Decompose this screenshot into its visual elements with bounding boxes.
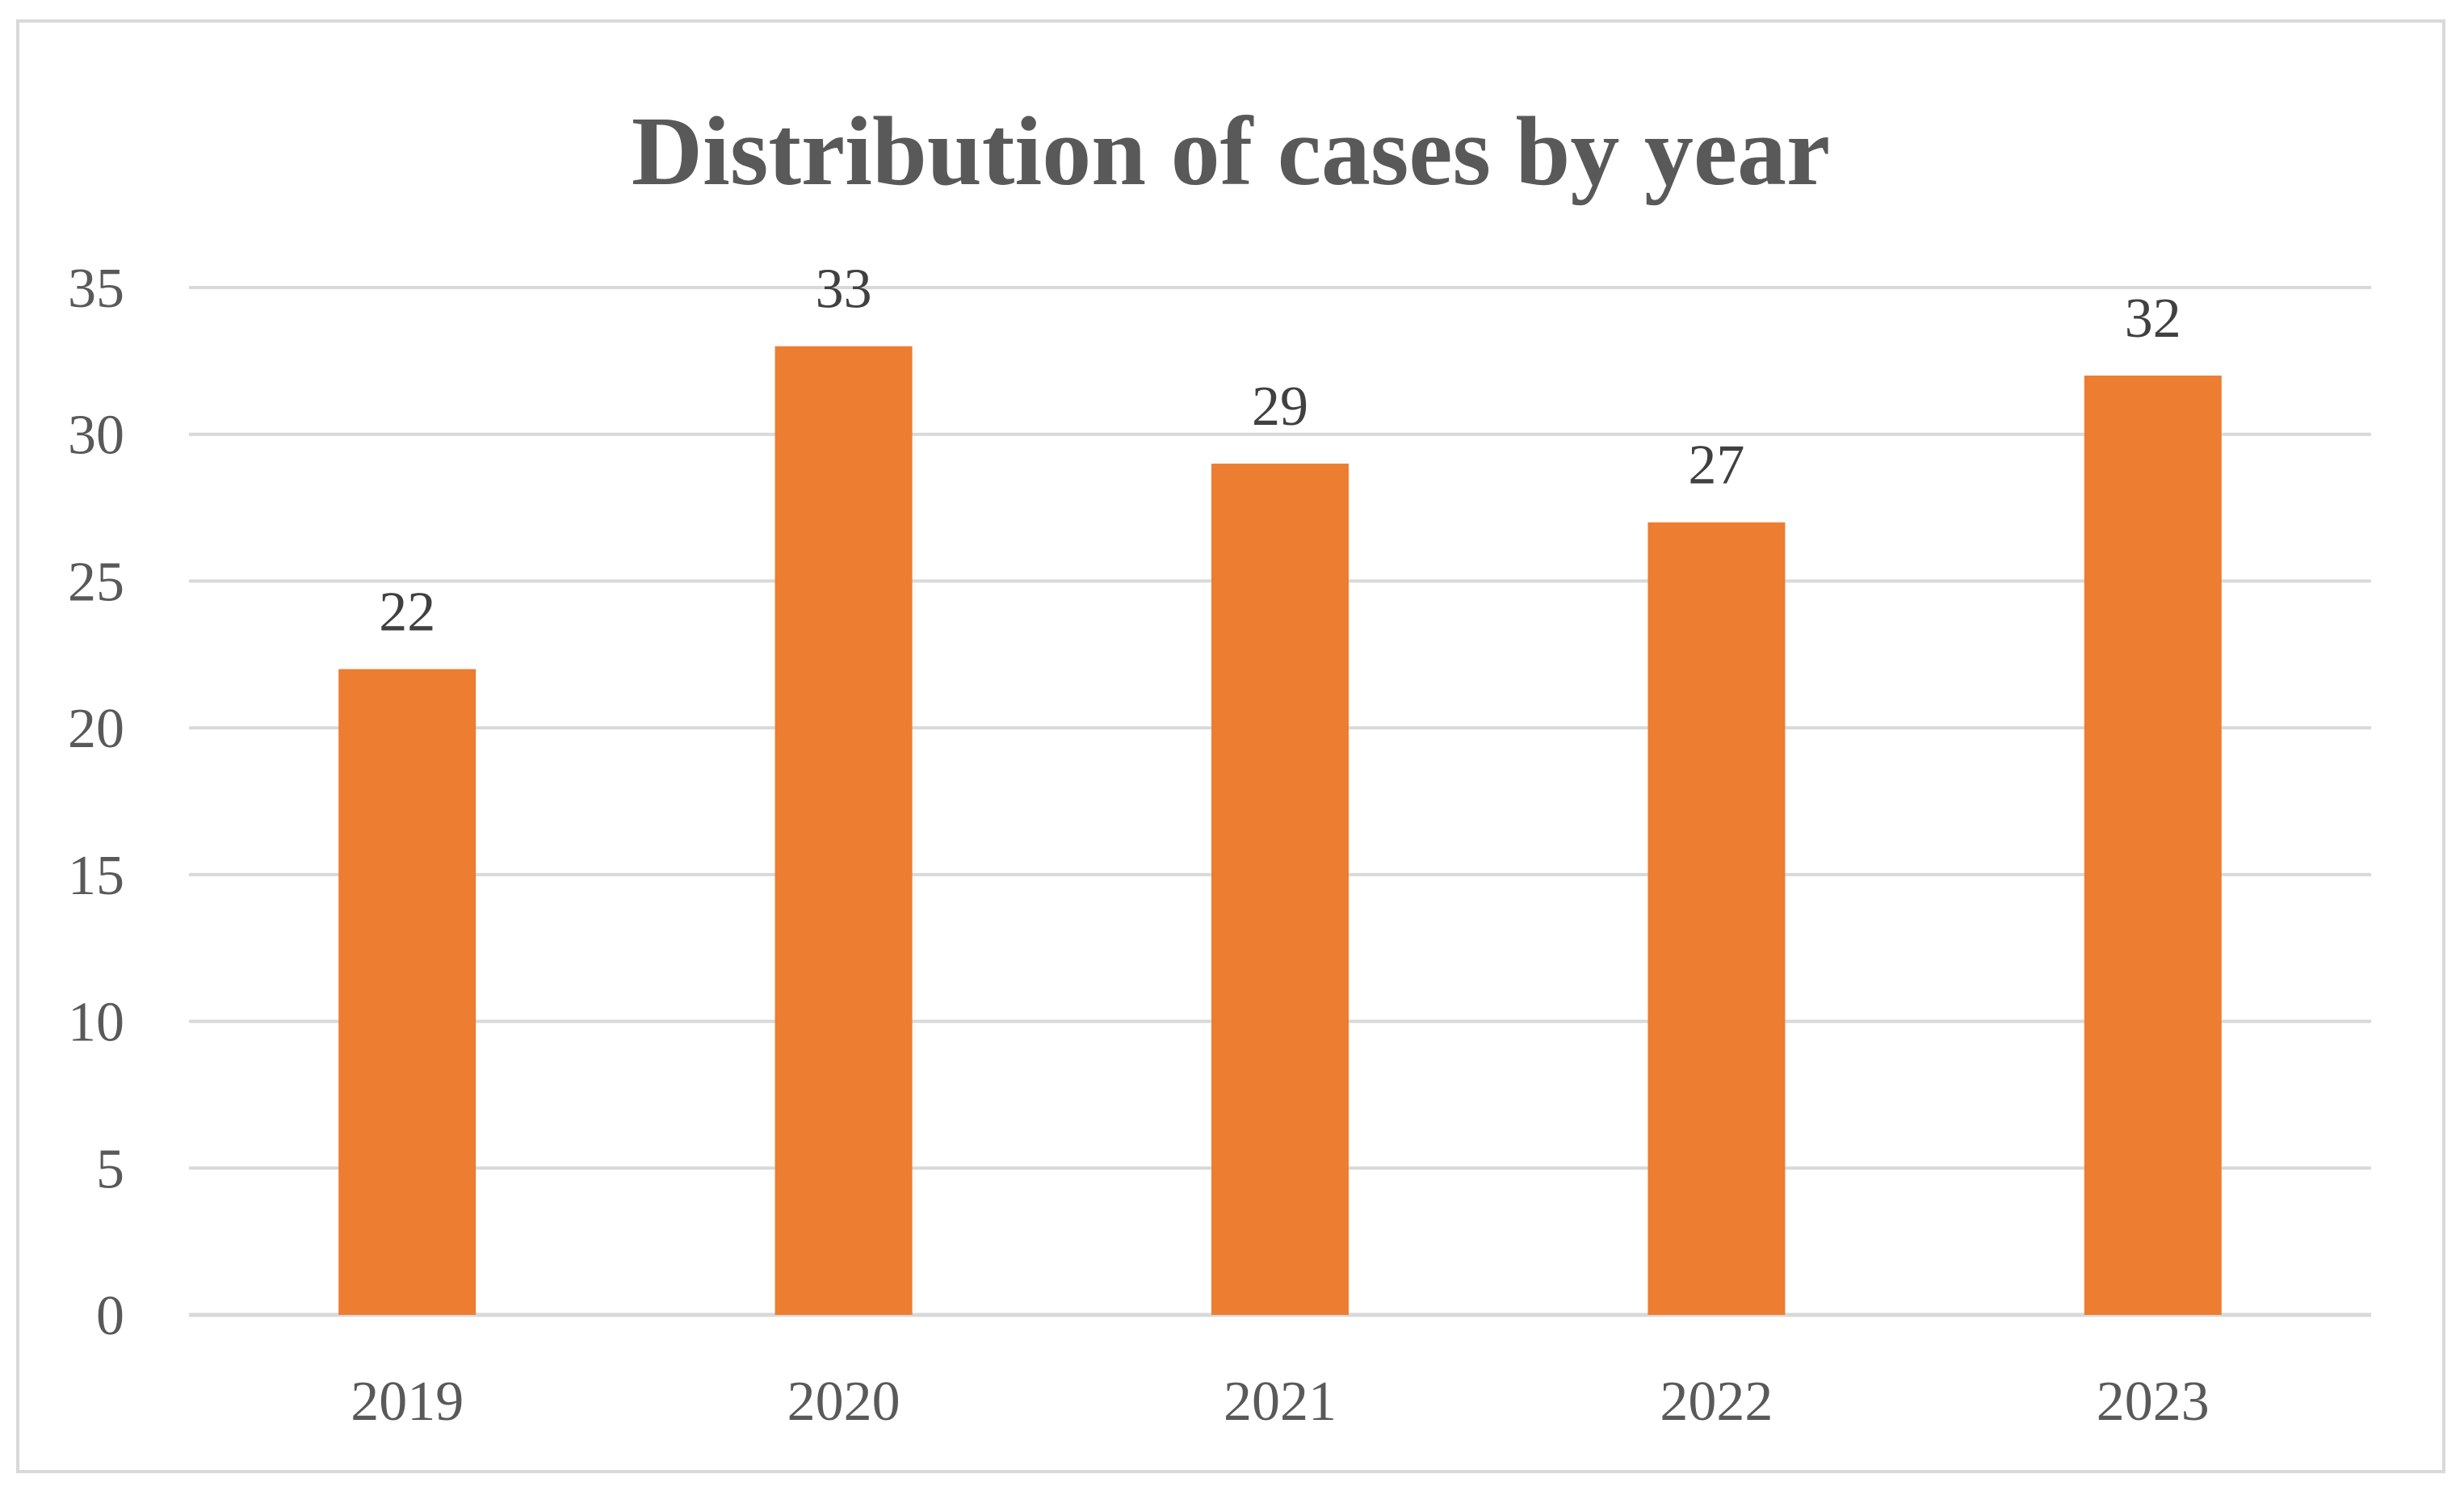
bar-chart: Distribution of cases by year 0 5 10 15 20 25… [68, 97, 2371, 1433]
x-category-label: 2020 [787, 1371, 900, 1433]
y-tick-label: 25 [68, 551, 124, 613]
x-axis-categories: 2019 2020 2021 2022 2023 [351, 1371, 2210, 1433]
data-label: 22 [379, 581, 435, 643]
bar-2019 [338, 669, 476, 1315]
data-label: 29 [1252, 376, 1308, 438]
bar-2021 [1211, 464, 1349, 1315]
y-tick-label: 20 [68, 698, 124, 760]
y-tick-label: 0 [96, 1285, 124, 1347]
y-tick-label: 10 [68, 992, 124, 1054]
chart-title: Distribution of cases by year [632, 97, 1830, 206]
data-label: 33 [816, 258, 872, 321]
x-category-label: 2022 [1660, 1371, 1773, 1433]
data-label: 32 [2125, 288, 2181, 350]
y-tick-label: 15 [68, 845, 124, 907]
chart-frame: Distribution of cases by year 0 5 10 15 20 25… [16, 19, 2445, 1473]
y-axis-ticks: 0 5 10 15 20 25 30 35 [68, 258, 124, 1347]
bar-2020 [774, 346, 913, 1316]
y-tick-label: 5 [96, 1138, 124, 1200]
x-category-label: 2023 [2097, 1371, 2210, 1433]
data-label: 27 [1688, 435, 1744, 497]
x-category-label: 2021 [1224, 1371, 1337, 1433]
y-tick-label: 35 [68, 258, 124, 320]
bars [338, 346, 2222, 1316]
bar-2022 [1648, 522, 1786, 1315]
data-labels: 22 33 29 27 32 [379, 258, 2181, 644]
bar-2023 [2084, 376, 2222, 1315]
y-tick-label: 30 [68, 405, 124, 467]
x-category-label: 2019 [351, 1371, 464, 1433]
